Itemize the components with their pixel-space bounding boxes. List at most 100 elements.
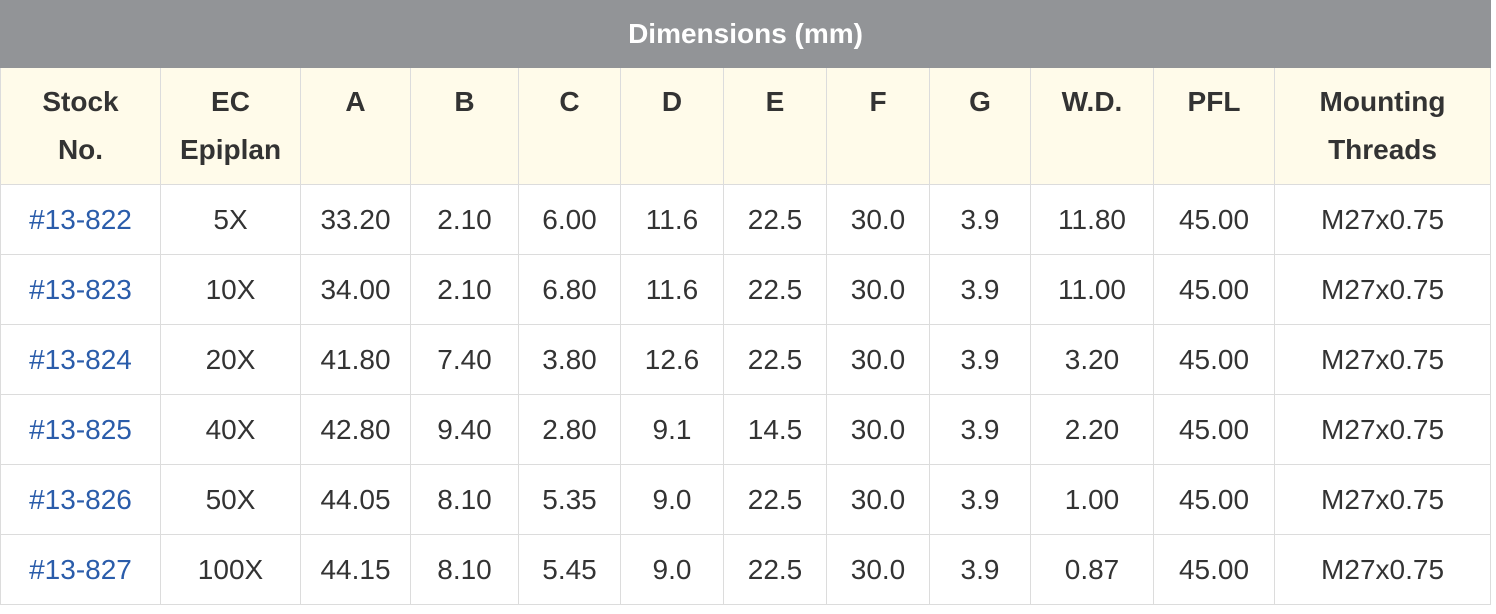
pfl-cell: 45.00: [1153, 464, 1275, 535]
wd-cell: 0.87: [1030, 534, 1154, 605]
e-cell: 22.5: [723, 534, 827, 605]
c-cell: 6.80: [518, 254, 621, 325]
wd-cell: 3.20: [1030, 324, 1154, 395]
header-row: Stock No. EC Epiplan A B C D E F G W.D. PF…: [0, 67, 1492, 185]
b-cell: 8.10: [410, 534, 519, 605]
table-row: #13-822 5X 33.20 2.10 6.00 11.6 22.5 30.…: [0, 184, 1492, 255]
e-cell: 22.5: [723, 324, 827, 395]
b-cell: 9.40: [410, 394, 519, 465]
c-cell: 5.35: [518, 464, 621, 535]
mounting-threads-cell: M27x0.75: [1273, 184, 1492, 255]
d-cell: 9.0: [620, 534, 724, 605]
f-cell: 30.0: [826, 184, 930, 255]
mounting-threads-cell: M27x0.75: [1273, 464, 1492, 535]
col-header-mounting-threads: Mounting Threads: [1273, 67, 1492, 185]
d-cell: 11.6: [620, 254, 724, 325]
stock-no-cell: #13-827: [0, 534, 161, 605]
ec-epiplan-cell: 10X: [160, 254, 301, 325]
col-header-ec-epiplan: EC Epiplan: [160, 67, 301, 185]
g-cell: 3.9: [929, 324, 1031, 395]
mounting-threads-cell: M27x0.75: [1273, 254, 1492, 325]
c-cell: 3.80: [518, 324, 621, 395]
table-row: #13-827 100X 44.15 8.10 5.45 9.0 22.5 30…: [0, 534, 1492, 605]
ec-epiplan-cell: 20X: [160, 324, 301, 395]
a-cell: 41.80: [300, 324, 411, 395]
col-header-g: G: [929, 67, 1031, 185]
pfl-cell: 45.00: [1153, 254, 1275, 325]
stock-no-cell: #13-822: [0, 184, 161, 255]
d-cell: 9.1: [620, 394, 724, 465]
wd-cell: 11.00: [1030, 254, 1154, 325]
e-cell: 22.5: [723, 254, 827, 325]
g-cell: 3.9: [929, 254, 1031, 325]
stock-no-cell: #13-826: [0, 464, 161, 535]
ec-epiplan-cell: 5X: [160, 184, 301, 255]
mounting-threads-cell: M27x0.75: [1273, 534, 1492, 605]
title-row: Dimensions (mm): [0, 0, 1492, 68]
c-cell: 2.80: [518, 394, 621, 465]
col-header-stock-no: Stock No.: [0, 67, 161, 185]
col-header-e: E: [723, 67, 827, 185]
wd-cell: 1.00: [1030, 464, 1154, 535]
stock-no-link[interactable]: #13-823: [29, 273, 132, 305]
pfl-cell: 45.00: [1153, 394, 1275, 465]
pfl-cell: 45.00: [1153, 184, 1275, 255]
stock-no-link[interactable]: #13-827: [29, 553, 132, 585]
ec-epiplan-cell: 40X: [160, 394, 301, 465]
wd-cell: 2.20: [1030, 394, 1154, 465]
stock-no-cell: #13-824: [0, 324, 161, 395]
d-cell: 11.6: [620, 184, 724, 255]
stock-no-link[interactable]: #13-826: [29, 483, 132, 515]
c-cell: 5.45: [518, 534, 621, 605]
a-cell: 44.15: [300, 534, 411, 605]
f-cell: 30.0: [826, 254, 930, 325]
table-row: #13-823 10X 34.00 2.10 6.80 11.6 22.5 30…: [0, 254, 1492, 325]
table-row: #13-825 40X 42.80 9.40 2.80 9.1 14.5 30.…: [0, 394, 1492, 465]
e-cell: 14.5: [723, 394, 827, 465]
f-cell: 30.0: [826, 324, 930, 395]
col-header-wd: W.D.: [1030, 67, 1154, 185]
a-cell: 33.20: [300, 184, 411, 255]
stock-no-link[interactable]: #13-822: [29, 203, 132, 235]
col-header-d: D: [620, 67, 724, 185]
table-title: Dimensions (mm): [0, 0, 1492, 68]
ec-epiplan-cell: 50X: [160, 464, 301, 535]
e-cell: 22.5: [723, 464, 827, 535]
mounting-threads-cell: M27x0.75: [1273, 394, 1492, 465]
g-cell: 3.9: [929, 534, 1031, 605]
col-header-pfl: PFL: [1153, 67, 1275, 185]
b-cell: 2.10: [410, 184, 519, 255]
f-cell: 30.0: [826, 534, 930, 605]
stock-no-link[interactable]: #13-825: [29, 413, 132, 445]
wd-cell: 11.80: [1030, 184, 1154, 255]
b-cell: 7.40: [410, 324, 519, 395]
table-row: #13-824 20X 41.80 7.40 3.80 12.6 22.5 30…: [0, 324, 1492, 395]
col-header-f: F: [826, 67, 930, 185]
stock-no-link[interactable]: #13-824: [29, 343, 132, 375]
col-header-a: A: [300, 67, 411, 185]
a-cell: 34.00: [300, 254, 411, 325]
c-cell: 6.00: [518, 184, 621, 255]
table-row: #13-826 50X 44.05 8.10 5.35 9.0 22.5 30.…: [0, 464, 1492, 535]
stock-no-cell: #13-825: [0, 394, 161, 465]
g-cell: 3.9: [929, 184, 1031, 255]
g-cell: 3.9: [929, 394, 1031, 465]
d-cell: 12.6: [620, 324, 724, 395]
d-cell: 9.0: [620, 464, 724, 535]
e-cell: 22.5: [723, 184, 827, 255]
a-cell: 42.80: [300, 394, 411, 465]
stock-no-cell: #13-823: [0, 254, 161, 325]
g-cell: 3.9: [929, 464, 1031, 535]
pfl-cell: 45.00: [1153, 324, 1275, 395]
pfl-cell: 45.00: [1153, 534, 1275, 605]
col-header-c: C: [518, 67, 621, 185]
a-cell: 44.05: [300, 464, 411, 535]
mounting-threads-cell: M27x0.75: [1273, 324, 1492, 395]
f-cell: 30.0: [826, 394, 930, 465]
b-cell: 8.10: [410, 464, 519, 535]
ec-epiplan-cell: 100X: [160, 534, 301, 605]
f-cell: 30.0: [826, 464, 930, 535]
b-cell: 2.10: [410, 254, 519, 325]
col-header-b: B: [410, 67, 519, 185]
